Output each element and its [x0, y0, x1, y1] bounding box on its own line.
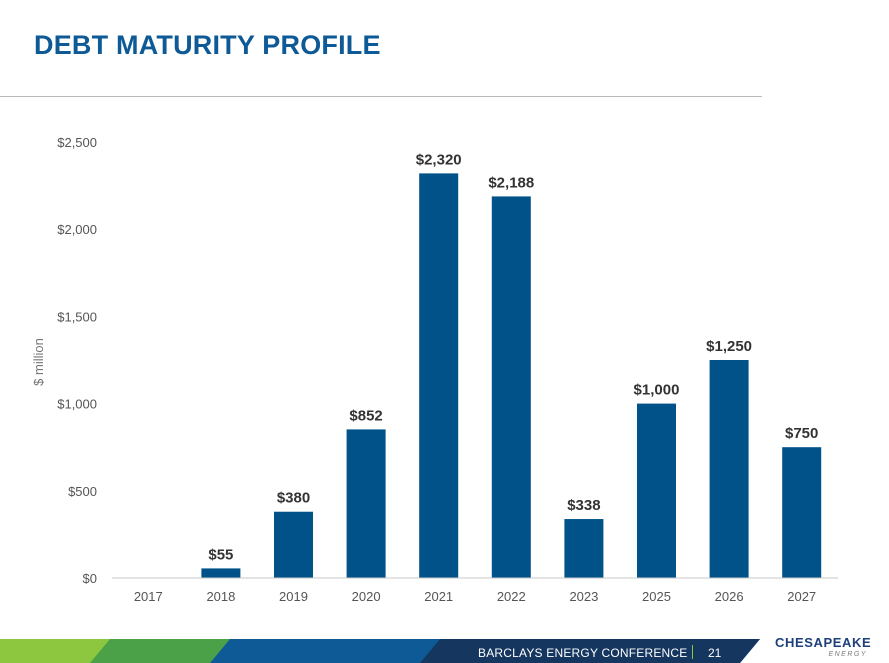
data-label-2026: $1,250 — [706, 338, 752, 355]
data-label-2025: $1,000 — [634, 382, 680, 399]
data-label-2020: $852 — [349, 407, 382, 424]
y-tick-label: $2,000 — [57, 222, 97, 237]
page-title: DEBT MATURITY PROFILE — [34, 30, 381, 60]
y-axis-label: $ million — [31, 338, 46, 386]
data-label-2023: $338 — [567, 497, 600, 514]
data-label-2021: $2,320 — [416, 151, 462, 168]
x-tick-label: 2020 — [352, 589, 381, 604]
bar-2023 — [564, 519, 604, 578]
bar-2022 — [491, 196, 531, 579]
bar-2018 — [201, 568, 241, 578]
logo-subtext: ENERGY — [828, 651, 867, 658]
data-label-2019: $380 — [277, 490, 310, 507]
data-label-2027: $750 — [785, 425, 818, 442]
data-label-2022: $2,188 — [488, 174, 534, 191]
bar-2026 — [709, 360, 749, 578]
footer-conference-name: BARCLAYS ENERGY CONFERENCE — [478, 646, 688, 660]
y-tick-label: $0 — [83, 571, 97, 586]
bar-2025 — [637, 403, 676, 578]
y-tick-label: $1,500 — [57, 309, 97, 324]
x-tick-label: 2022 — [497, 589, 526, 604]
bar-2027 — [782, 447, 822, 578]
x-tick-label: 2017 — [134, 589, 163, 604]
footer-separator — [692, 645, 693, 659]
title-divider — [0, 96, 762, 97]
x-tick-label: 2021 — [424, 589, 453, 604]
bar-2019 — [274, 511, 313, 578]
logo-text: CHESAPEAKE — [775, 635, 872, 650]
page-number: 21 — [708, 646, 722, 660]
x-tick-label: 2026 — [715, 589, 744, 604]
x-tick-label: 2018 — [206, 589, 235, 604]
x-tick-label: 2023 — [569, 589, 598, 604]
y-tick-label: $1,000 — [57, 397, 97, 412]
x-tick-label: 2027 — [787, 589, 816, 604]
data-label-2018: $55 — [208, 546, 233, 563]
bar-2020 — [346, 429, 386, 578]
bar-2021 — [419, 173, 459, 578]
footer-navy-stripe — [420, 639, 760, 663]
x-tick-label: 2025 — [642, 589, 671, 604]
y-tick-label: $500 — [68, 484, 97, 499]
x-tick-label: 2019 — [279, 589, 308, 604]
y-tick-label: $2,500 — [57, 135, 97, 150]
footer-bar — [0, 639, 760, 663]
company-logo: CHESAPEAKE ENERGY — [775, 634, 871, 662]
